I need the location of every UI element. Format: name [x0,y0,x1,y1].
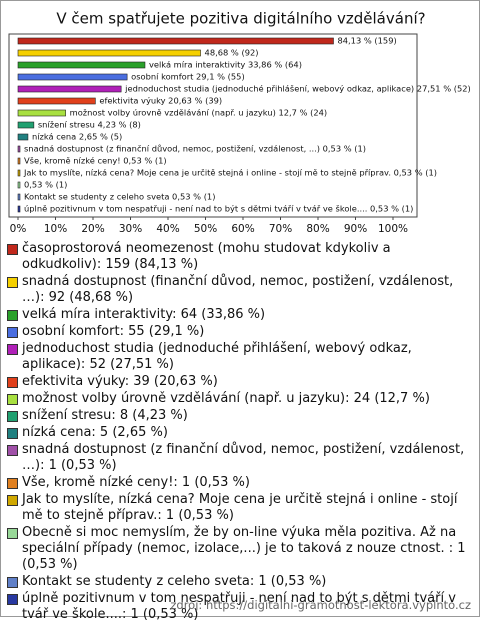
bar-label: Jak to myslíte, nízká cena? Moje cena je… [23,168,437,178]
x-tick-label: 60% [231,223,254,235]
bar [17,157,21,165]
bar-label: 48,68 % (92) [205,48,259,58]
x-tick-label: 40% [156,223,179,235]
bar-label: snížení stresu 4,23 % (8) [38,120,141,130]
legend-swatch [7,411,18,422]
x-tick-label: 10% [44,223,67,235]
source: zdroj: https://digitalni-gramotnost-lekt… [170,598,471,612]
legend-label: snadná dostupnost (finanční důvod, nemoc… [22,274,454,305]
chart: V čem spatřujete pozitiva digitálního vz… [8,10,471,235]
bar-label: možnost volby úrovně vzdělávání (např. u… [70,108,328,118]
legend-swatch [7,277,18,288]
x-tick-label: 0% [10,223,27,235]
legend-label: snadná dostupnost (z finanční důvod, nem… [22,442,465,473]
x-tick-label: 80% [306,223,329,235]
legend-item: snížení stresu: 8 (4,23 %) [7,408,473,424]
bar [17,181,21,189]
bar [17,73,128,81]
legend-item: nízká cena: 5 (2,65 %) [7,425,473,441]
legend-swatch [7,244,18,255]
legend-item: Obecně si moc nemyslím, že by on-line vý… [7,525,473,573]
bar-label: 0,53 % (1) [24,180,67,190]
x-tick-label: 20% [81,223,104,235]
bar [17,85,122,93]
bar [17,109,66,117]
legend-item: jednoduchost studia (jednoduché přihláše… [7,341,473,373]
legend-item: Jak to myslíte, nízká cena? Moje cena je… [7,492,473,524]
bar [17,49,201,57]
plot-frame [8,33,418,218]
legend-item: možnost volby úrovně vzdělávání (např. u… [7,391,473,407]
bar [17,169,21,177]
x-tick-label: 70% [269,223,292,235]
bar-label: velká míra interaktivity 33,86 % (64) [149,60,302,70]
legend-item: Vše, kromě nízké ceny!: 1 (0,53 %) [7,475,473,491]
bar [17,133,29,141]
bar-label: Vše, kromě nízké ceny! 0,53 % (1) [24,156,167,166]
legend-swatch [7,327,18,338]
chart-title: V čem spatřujete pozitiva digitálního vz… [56,10,425,28]
legend-swatch [7,495,18,506]
legend-label: Jak to myslíte, nízká cena? Moje cena je… [22,492,458,523]
x-tick-label: 30% [119,223,142,235]
bar [17,97,96,105]
legend-swatch [7,394,18,405]
legend-label: osobní komfort: 55 (29,1 %) [22,324,205,339]
legend-swatch [7,310,18,321]
legend-label: velká míra interaktivity: 64 (33,86 %) [22,307,266,322]
legend-label: snížení stresu: 8 (4,23 %) [22,408,188,423]
bar-label: jednoduchost studia (jednoduché přihláše… [124,84,471,94]
legend-item: efektivita výuky: 39 (20,63 %) [7,374,473,390]
legend-label: časoprostorová neomezenost (mohu studova… [22,241,391,272]
bar [17,37,334,45]
legend-label: efektivita výuky: 39 (20,63 %) [22,374,218,389]
legend-swatch [7,445,18,456]
legend-swatch [7,528,18,539]
legend-item: osobní komfort: 55 (29,1 %) [7,324,473,340]
legend-item: velká míra interaktivity: 64 (33,86 %) [7,307,473,323]
legend-item: Kontakt se studenty z celeho sveta: 1 (0… [7,574,473,590]
bar-label: snadná dostupnost (z finanční důvod, nem… [24,144,366,154]
bar-label: úplně pozitivnum v tom nespatřuji - není… [24,204,413,214]
bar-label: 84,13 % (159) [337,36,396,46]
legend-label: Kontakt se studenty z celeho sveta: 1 (0… [22,574,327,589]
bar-label: Kontakt se studenty z celeho sveta 0,53 … [24,192,215,202]
legend: časoprostorová neomezenost (mohu studova… [7,241,473,624]
x-tick-label: 100% [378,223,408,235]
legend-label: jednoduchost studia (jednoduché přihláše… [22,341,412,372]
legend-label: nízká cena: 5 (2,65 %) [22,425,168,440]
legend-swatch [7,594,18,605]
legend-label: Obecně si moc nemyslím, že by on-line vý… [22,525,466,572]
legend-swatch [7,377,18,388]
legend-swatch [7,577,18,588]
x-tick-label: 50% [194,223,217,235]
x-tick-label: 90% [344,223,367,235]
legend-item: snadná dostupnost (z finanční důvod, nem… [7,442,473,474]
bar-label: efektivita výuky 20,63 % (39) [99,96,222,106]
bar-label: nízká cena 2,65 % (5) [32,132,122,142]
legend-item: snadná dostupnost (finanční důvod, nemoc… [7,274,473,306]
bar [17,61,146,69]
legend-label: Vše, kromě nízké ceny!: 1 (0,53 %) [22,475,250,490]
bar [17,193,21,201]
bar [17,121,35,129]
legend-label: možnost volby úrovně vzdělávání (např. u… [22,391,430,406]
legend-item: časoprostorová neomezenost (mohu studova… [7,241,473,273]
legend-swatch [7,344,18,355]
legend-swatch [7,478,18,489]
bar-label: osobní komfort 29,1 % (55) [131,72,245,82]
bar [17,145,21,153]
legend-swatch [7,428,18,439]
bar [17,205,21,213]
